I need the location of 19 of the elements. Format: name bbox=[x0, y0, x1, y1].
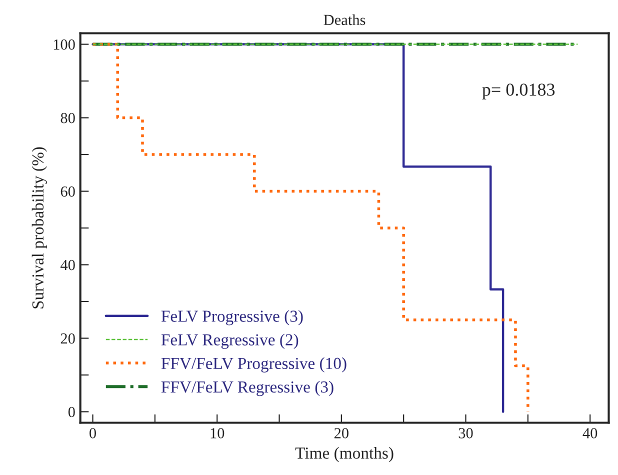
y-tick-label: 80 bbox=[60, 112, 75, 124]
y-tick-label: 40 bbox=[60, 260, 75, 270]
legend-label: FFV/FeLV Progressive (10) bbox=[161, 357, 346, 372]
y-tick-label: 60 bbox=[60, 186, 75, 197]
legend-label: FFV/FeLV Regressive (3) bbox=[161, 380, 334, 396]
legend-label: FeLV Regressive (2) bbox=[161, 334, 298, 349]
x-tick-label: 30 bbox=[458, 428, 473, 438]
x-tick-label: 40 bbox=[582, 428, 598, 438]
y-axis-title: Survival probability (%) bbox=[32, 147, 48, 308]
y-tick-label: 20 bbox=[60, 333, 75, 344]
y-tick-label: 0 bbox=[68, 406, 75, 418]
legend-label: FeLV Progressive (3) bbox=[161, 310, 303, 326]
x-tick-label: 0 bbox=[90, 428, 96, 438]
chart-title: Deaths bbox=[324, 14, 366, 26]
annotation: p= 0.0183 bbox=[482, 84, 555, 100]
x-axis-title: Time (months) bbox=[295, 447, 394, 462]
x-tick-label: 20 bbox=[334, 428, 348, 438]
y-tick-label: 100 bbox=[54, 39, 75, 50]
x-tick-label: 10 bbox=[210, 428, 224, 438]
